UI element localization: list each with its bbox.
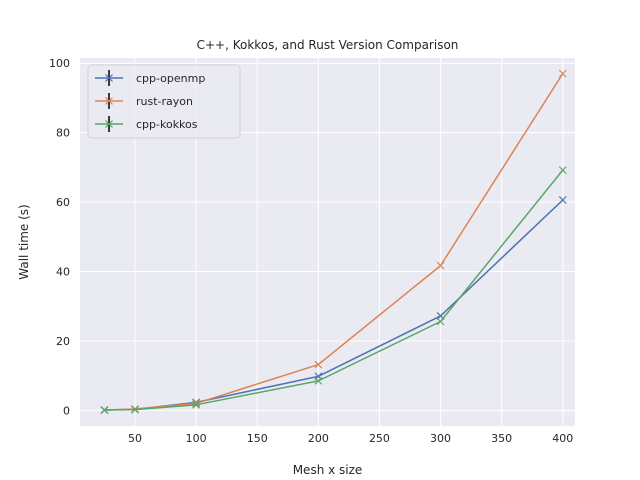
legend-label: cpp-kokkos <box>136 118 198 131</box>
legend-marker-icon <box>105 97 113 105</box>
x-tick-label: 200 <box>308 432 329 445</box>
legend-marker-icon <box>105 74 113 82</box>
data-point <box>314 376 323 385</box>
data-point <box>192 399 201 408</box>
x-tick-label: 300 <box>430 432 451 445</box>
series-cpp-kokkos <box>100 166 567 414</box>
y-tick-label: 80 <box>56 127 70 140</box>
legend-entry: cpp-kokkos <box>95 116 198 132</box>
x-axis-label: Mesh x size <box>293 463 363 477</box>
x-tick-label: 50 <box>128 432 142 445</box>
data-point <box>100 406 109 414</box>
data-point <box>131 405 139 414</box>
data-point <box>558 69 567 78</box>
y-tick-label: 40 <box>56 266 70 279</box>
x-tick-label: 250 <box>369 432 390 445</box>
legend-label: cpp-openmp <box>136 72 205 85</box>
y-axis-label: Wall time (s) <box>17 204 31 279</box>
data-point <box>436 317 445 326</box>
x-tick-label: 100 <box>186 432 207 445</box>
data-point <box>436 261 445 270</box>
data-point <box>558 196 567 204</box>
y-tick-label: 100 <box>49 57 70 70</box>
data-point <box>192 400 201 409</box>
x-axis-ticks: 50 100 150 200 250 300 350 400 <box>128 432 573 445</box>
data-point <box>314 360 323 369</box>
y-tick-label: 20 <box>56 335 70 348</box>
series-layer <box>100 69 567 414</box>
legend-box <box>87 64 241 139</box>
x-tick-label: 400 <box>552 432 573 445</box>
data-point <box>558 166 567 175</box>
x-tick-label: 350 <box>491 432 512 445</box>
y-axis-ticks: 0 20 40 60 80 100 <box>49 57 70 417</box>
y-tick-label: 0 <box>63 404 70 417</box>
y-tick-label: 60 <box>56 196 70 209</box>
series-line <box>104 169 564 411</box>
legend-label: rust-rayon <box>136 95 193 108</box>
legend: cpp-openmp rust-rayon cpp-kokkos <box>87 64 241 139</box>
legend-marker-icon <box>105 120 113 128</box>
legend-entry: rust-rayon <box>95 93 193 109</box>
legend-entry: cpp-openmp <box>95 70 205 86</box>
chart-title: C++, Kokkos, and Rust Version Comparison <box>197 38 459 52</box>
x-tick-label: 150 <box>247 432 268 445</box>
